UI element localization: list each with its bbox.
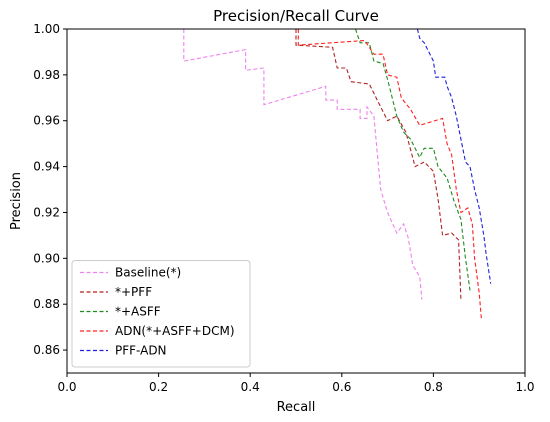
series-line-3 <box>354 29 471 291</box>
x-axis-ticks: 0.0 0.2 0.4 0.6 0.8 1.0 <box>57 373 535 394</box>
legend-label: *+PFF <box>115 285 152 299</box>
x-tick-label: 0.6 <box>332 380 351 394</box>
legend-label: PFF-ADN <box>115 344 167 358</box>
series-line-4 <box>297 29 483 321</box>
legend: Baseline(*) *+PFF *+ASFF ADN(*+ASFF+DCM) PFF… <box>71 260 251 368</box>
legend-label: Baseline(*) <box>115 266 181 280</box>
series-line-2 <box>295 29 462 300</box>
legend-label: ADN(*+ASFF+DCM) <box>115 324 235 338</box>
x-tick-label: 0.2 <box>149 380 168 394</box>
y-tick-label: 0.98 <box>33 68 60 82</box>
plot-frame <box>66 28 526 374</box>
y-tick-label: 0.96 <box>33 114 60 128</box>
x-axis-label: Recall <box>277 400 316 415</box>
x-tick-label: 0.4 <box>241 380 260 394</box>
x-tick-label: 0.0 <box>57 380 76 394</box>
y-tick-label: 0.86 <box>33 343 60 357</box>
series-lines <box>183 29 492 321</box>
y-axis-ticks: 0.86 0.88 0.90 0.92 0.94 0.96 0.98 1.00 <box>33 22 67 357</box>
y-tick-label: 0.94 <box>33 160 60 174</box>
y-tick-label: 0.88 <box>33 297 60 311</box>
series-line-1 <box>183 29 423 300</box>
x-tick-label: 0.8 <box>424 380 443 394</box>
y-axis-label: Precision <box>9 172 24 230</box>
y-tick-label: 0.90 <box>33 251 60 265</box>
legend-label: *+ASFF <box>115 305 161 319</box>
chart-title: Precision/Recall Curve <box>213 7 379 25</box>
y-tick-label: 1.00 <box>33 22 60 36</box>
legend-box <box>71 260 251 368</box>
y-tick-label: 0.92 <box>33 205 60 219</box>
x-tick-label: 1.0 <box>515 380 534 394</box>
series-line-5 <box>416 29 492 284</box>
